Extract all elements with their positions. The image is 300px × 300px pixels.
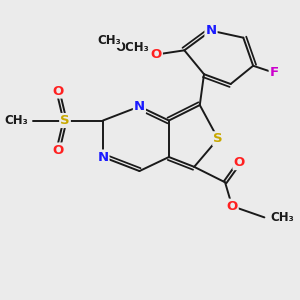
Text: S: S [213,132,223,145]
Text: CH₃: CH₃ [98,34,121,47]
Text: N: N [134,100,145,113]
Text: CH₃: CH₃ [5,114,28,127]
Text: CH₃: CH₃ [270,211,294,224]
Text: N: N [206,24,217,37]
Text: O: O [226,200,238,213]
Text: O: O [151,48,162,61]
Text: O: O [233,156,245,169]
Text: O: O [52,143,64,157]
Text: N: N [98,151,109,164]
Text: O: O [52,85,64,98]
Text: S: S [60,114,70,127]
Text: OCH₃: OCH₃ [116,41,149,54]
Text: F: F [270,66,279,79]
